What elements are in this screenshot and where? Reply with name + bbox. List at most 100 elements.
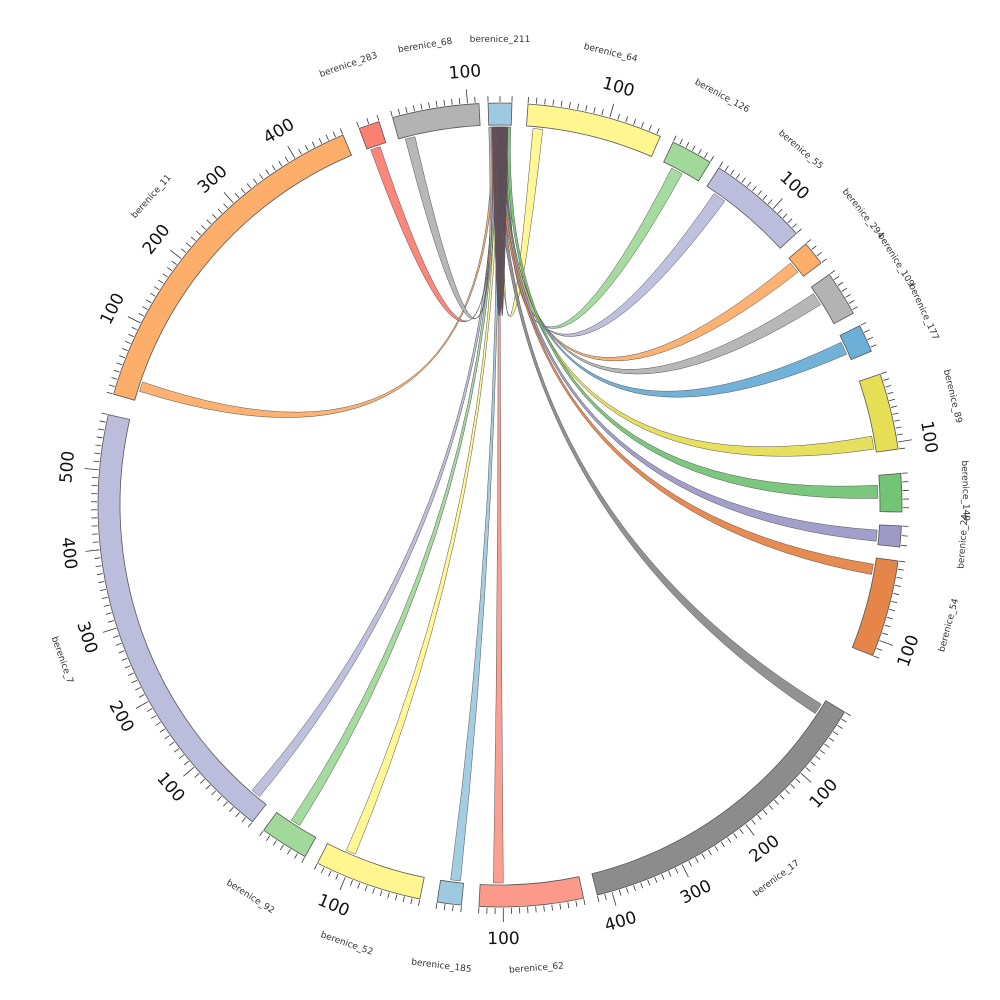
minor-tick: [180, 248, 187, 253]
sector-berenice-126: [663, 141, 711, 182]
minor-tick: [544, 98, 546, 105]
segment-label-berenice-283: berenice_283: [318, 51, 379, 80]
major-tick: [183, 766, 195, 777]
minor-tick: [98, 581, 105, 584]
minor-tick: [153, 286, 160, 291]
minor-tick: [768, 804, 774, 810]
minor-tick: [833, 731, 839, 736]
tick-label: 200: [746, 831, 784, 867]
tick-label: 100: [806, 775, 843, 813]
minor-tick: [451, 98, 453, 105]
major-tick: [287, 145, 296, 159]
minor-tick: [597, 895, 600, 902]
minor-tick: [727, 837, 732, 843]
minor-tick: [796, 228, 802, 234]
major-tick: [84, 468, 99, 471]
minor-tick: [394, 894, 398, 901]
segment-label-berenice-11: berenice_11: [130, 173, 174, 221]
minor-tick: [710, 156, 715, 162]
minor-tick: [240, 188, 246, 194]
minor-tick: [691, 145, 696, 152]
minor-tick: [695, 857, 699, 863]
minor-tick: [897, 568, 904, 571]
minor-tick: [724, 165, 729, 171]
minor-tick: [106, 391, 113, 395]
minor-tick: [673, 135, 677, 142]
minor-tick: [893, 592, 900, 596]
tick-label: 100: [315, 890, 353, 921]
minor-tick: [792, 223, 798, 229]
major-tick: [223, 192, 234, 204]
minor-tick: [335, 873, 339, 880]
minor-tick: [757, 814, 762, 820]
sector-berenice-24: [877, 524, 902, 548]
minor-tick: [829, 270, 836, 275]
minor-tick: [150, 715, 157, 719]
minor-tick: [585, 105, 588, 112]
minor-tick: [583, 899, 586, 906]
segment-label-berenice-211: berenice_211: [470, 35, 531, 45]
minor-tick: [92, 541, 99, 543]
minor-tick: [118, 650, 125, 654]
segment-label-berenice-177: berenice_177: [906, 282, 940, 341]
minor-tick: [741, 177, 746, 183]
minor-tick: [279, 844, 284, 851]
ribbon-berenice-211-to-berenice-24: [499, 126, 878, 542]
minor-tick: [259, 830, 264, 837]
minor-tick: [785, 789, 790, 795]
minor-tick: [560, 100, 563, 107]
minor-tick: [211, 790, 217, 796]
minor-tick: [98, 428, 105, 431]
major-tick: [135, 701, 149, 709]
sector-berenice-62: [478, 876, 585, 908]
minor-tick: [235, 812, 240, 818]
minor-tick: [190, 236, 196, 242]
tick-label: 100: [152, 769, 188, 807]
minor-tick: [640, 882, 644, 889]
minor-tick: [105, 612, 112, 615]
major-tick: [127, 316, 141, 324]
minor-tick: [752, 185, 757, 192]
minor-tick: [767, 199, 773, 205]
minor-tick: [648, 124, 652, 131]
tick-label: 500: [56, 450, 79, 484]
minor-tick: [641, 121, 644, 128]
minor-tick: [99, 588, 107, 592]
minor-tick: [115, 642, 122, 646]
minor-tick: [217, 208, 223, 214]
minor-tick: [899, 447, 906, 450]
minor-tick: [701, 853, 706, 860]
minor-tick: [131, 679, 138, 684]
tick-label: 100: [487, 929, 520, 949]
segment-label-berenice-7: berenice_7: [49, 635, 75, 685]
minor-tick: [443, 99, 446, 106]
minor-tick: [301, 857, 305, 863]
minor-tick: [782, 213, 788, 219]
minor-tick: [266, 835, 271, 841]
minor-tick: [142, 306, 148, 310]
minor-tick: [364, 885, 368, 892]
minor-tick: [284, 156, 289, 163]
minor-tick: [656, 128, 660, 134]
minor-tick: [112, 635, 119, 639]
minor-tick: [356, 121, 360, 128]
minor-tick: [795, 778, 801, 784]
minor-tick: [719, 161, 724, 168]
minor-tick: [99, 420, 106, 423]
minor-tick: [101, 596, 108, 599]
minor-tick: [816, 251, 822, 257]
minor-tick: [577, 103, 580, 110]
tick-label: 100: [600, 73, 637, 101]
minor-tick: [885, 385, 892, 388]
minor-tick: [762, 809, 768, 815]
minor-tick: [824, 743, 830, 748]
minor-tick: [704, 152, 708, 158]
minor-tick: [867, 336, 874, 341]
ribbon-berenice-211-to-berenice-294: [502, 126, 799, 361]
tick-label: 100: [916, 420, 941, 455]
minor-tick: [265, 169, 270, 175]
major-tick: [800, 772, 812, 783]
minor-tick: [96, 573, 103, 576]
minor-tick: [247, 822, 253, 828]
minor-tick: [884, 624, 891, 628]
